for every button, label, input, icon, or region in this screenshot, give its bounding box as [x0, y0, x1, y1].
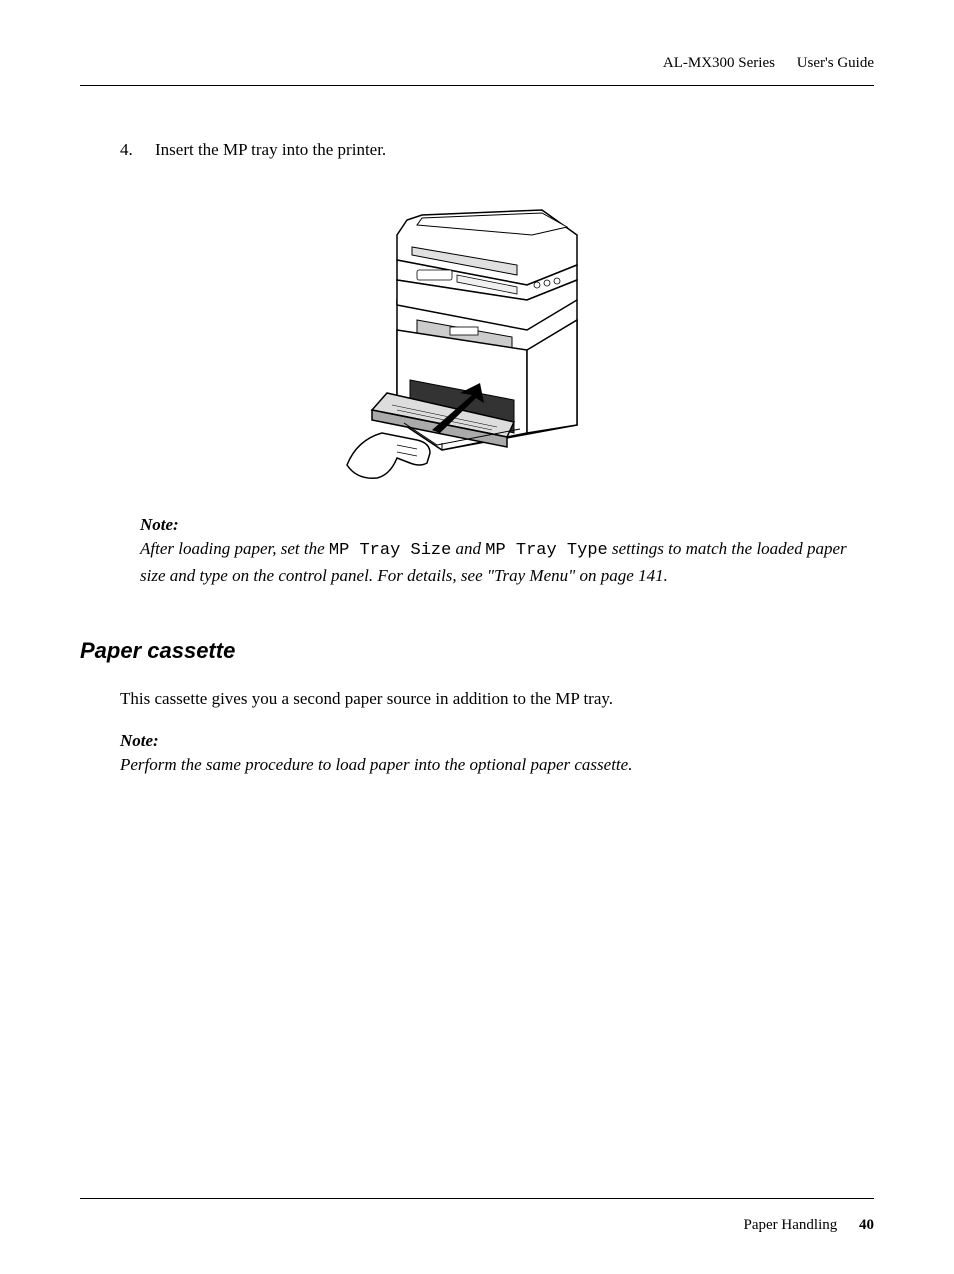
lcd-mp-tray-size: MP Tray Size [329, 541, 451, 560]
note-body: After loading paper, set the MP Tray Siz… [140, 537, 874, 588]
printer-illustration [342, 185, 632, 485]
product-name: AL-MX300 Series [663, 55, 775, 71]
page-content: 4. Insert the MP tray into the printer. [100, 140, 874, 828]
footer-section: Paper Handling [744, 1217, 838, 1233]
doc-title: User's Guide [797, 55, 874, 71]
section-heading-paper-cassette: Paper cassette [80, 638, 874, 664]
note-body: Perform the same procedure to load paper… [120, 753, 874, 778]
step-text: Insert the MP tray into the printer. [155, 140, 386, 159]
note-text-pre: After loading paper, set the [140, 539, 329, 558]
note-after-loading: Note: After loading paper, set the MP Tr… [140, 515, 874, 588]
page-header: AL-MX300 Series User's Guide [663, 55, 874, 72]
footer-rule [80, 1198, 874, 1199]
note-title: Note: [120, 731, 874, 751]
page-number: 40 [859, 1217, 874, 1233]
lcd-mp-tray-type: MP Tray Type [485, 541, 607, 560]
note-text-mid: and [451, 539, 485, 558]
step-number: 4. [120, 140, 133, 159]
note-optional-cassette: Note: Perform the same procedure to load… [120, 731, 874, 778]
page-footer: Paper Handling 40 [744, 1217, 874, 1234]
header-rule [80, 85, 874, 86]
note-title: Note: [140, 515, 874, 535]
section-body: This cassette gives you a second paper s… [120, 689, 874, 709]
step-line: 4. Insert the MP tray into the printer. [120, 140, 874, 160]
